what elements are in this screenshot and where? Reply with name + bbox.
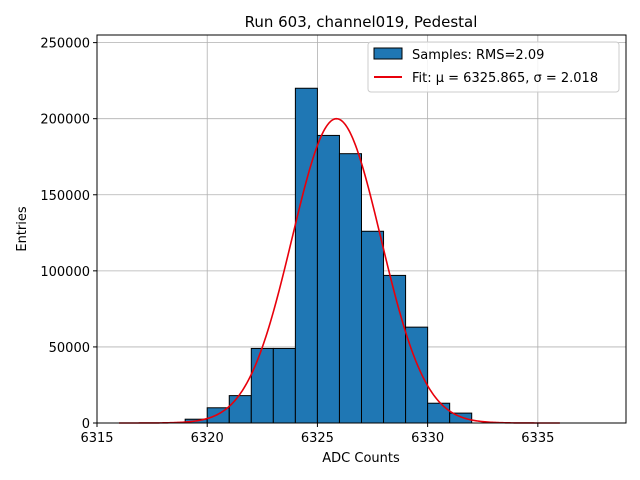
plot-frame bbox=[96, 34, 627, 424]
y-tick-label: 150000 bbox=[40, 189, 90, 204]
histogram-bar bbox=[361, 230, 385, 424]
histogram-bar bbox=[228, 395, 252, 424]
x-tick-label: 6320 bbox=[191, 431, 224, 446]
fit-curve-group bbox=[119, 117, 560, 424]
histogram-bars bbox=[184, 87, 473, 424]
x-tick-label: 6330 bbox=[411, 431, 444, 446]
y-tick-label: 50000 bbox=[49, 341, 90, 356]
histogram-bar bbox=[294, 87, 318, 424]
chart-title: Run 603, channel019, Pedestal bbox=[245, 13, 478, 31]
legend-fit-label: Fit: μ = 6325.865, σ = 2.018 bbox=[412, 71, 598, 86]
histogram-bar bbox=[250, 347, 274, 424]
x-tick-label: 6335 bbox=[521, 431, 554, 446]
y-tick-label: 250000 bbox=[40, 37, 90, 52]
legend-histogram-label: Samples: RMS=2.09 bbox=[412, 48, 544, 63]
histogram-bar bbox=[427, 402, 451, 424]
legend: Samples: RMS=2.09 Fit: μ = 6325.865, σ =… bbox=[367, 41, 620, 93]
legend-box bbox=[367, 41, 620, 93]
legend-histogram-swatch bbox=[373, 47, 403, 60]
x-tick-label: 6315 bbox=[80, 431, 113, 446]
y-tick-label: 100000 bbox=[40, 265, 90, 280]
histogram-bar bbox=[316, 134, 340, 424]
histogram-bar bbox=[449, 412, 473, 424]
x-axis-ticks: 6315 6320 6325 6330 6335 bbox=[80, 423, 554, 446]
histogram-bar bbox=[272, 347, 296, 424]
x-axis-label: ADC Counts bbox=[322, 451, 400, 466]
y-tick-label: 0 bbox=[82, 417, 90, 432]
y-axis-label: Entries bbox=[15, 206, 30, 252]
histogram-bar bbox=[383, 274, 407, 424]
y-tick-label: 200000 bbox=[40, 113, 90, 128]
fit-curve bbox=[119, 117, 560, 424]
histogram-bar bbox=[338, 153, 363, 424]
y-axis-ticks: 0 50000 100000 150000 200000 250000 bbox=[40, 37, 97, 432]
x-tick-label: 6325 bbox=[301, 431, 334, 446]
